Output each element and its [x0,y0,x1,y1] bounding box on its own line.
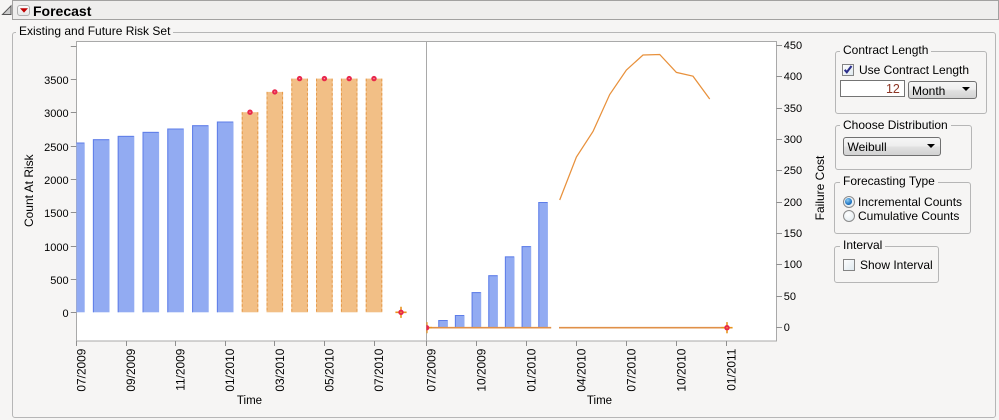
svg-text:07/2010: 07/2010 [372,348,386,391]
svg-text:250: 250 [784,165,802,177]
svg-text:Failure Cost: Failure Cost [813,155,827,220]
svg-text:0: 0 [62,308,68,320]
svg-text:0: 0 [784,322,790,334]
svg-text:07/2009: 07/2009 [74,348,88,391]
svg-text:200: 200 [784,197,802,209]
svg-text:3000: 3000 [44,108,68,120]
svg-text:Time: Time [237,395,262,407]
svg-text:1000: 1000 [44,242,68,254]
svg-text:150: 150 [784,228,802,240]
svg-text:350: 350 [784,103,802,115]
svg-text:03/2010: 03/2010 [273,348,287,391]
svg-text:10/2010: 10/2010 [674,348,688,391]
svg-text:450: 450 [784,40,802,52]
svg-text:3500: 3500 [44,75,68,87]
svg-text:04/2010: 04/2010 [574,348,588,391]
svg-text:2500: 2500 [44,142,68,154]
svg-text:10/2009: 10/2009 [474,348,488,391]
svg-text:09/2009: 09/2009 [124,348,138,391]
svg-text:1500: 1500 [44,208,68,220]
svg-text:05/2010: 05/2010 [322,348,336,391]
svg-text:300: 300 [784,134,802,146]
svg-text:Time: Time [587,395,612,407]
svg-text:01/2010: 01/2010 [524,348,538,391]
svg-text:2000: 2000 [44,175,68,187]
svg-text:100: 100 [784,259,802,271]
svg-text:01/2011: 01/2011 [724,348,738,390]
svg-text:400: 400 [784,71,802,83]
svg-text:07/2009: 07/2009 [424,348,438,391]
svg-text:07/2010: 07/2010 [624,348,638,391]
svg-text:01/2010: 01/2010 [223,348,237,391]
svg-text:11/2009: 11/2009 [174,348,188,390]
svg-text:500: 500 [50,275,68,287]
svg-text:Count At Risk: Count At Risk [22,153,36,227]
svg-text:50: 50 [784,291,796,303]
